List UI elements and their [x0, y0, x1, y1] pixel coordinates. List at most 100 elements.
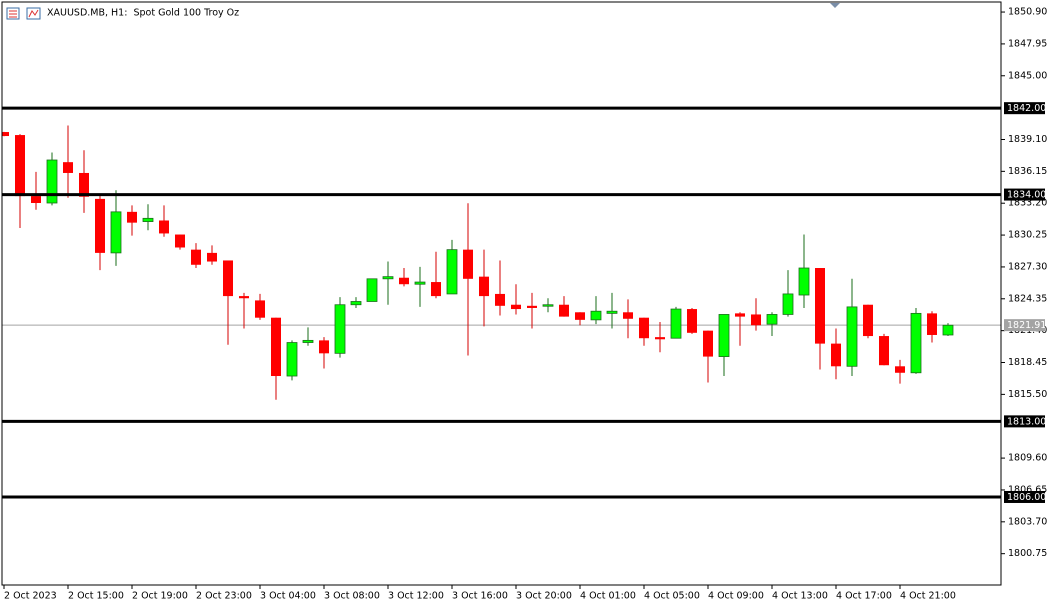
y-tick-label: 1836.15 — [1008, 166, 1047, 177]
level-label-box — [1004, 102, 1045, 115]
x-tick-label: 4 Oct 21:00 — [900, 591, 956, 602]
candle-body — [271, 317, 281, 377]
candle-body — [846, 306, 858, 367]
candle-body — [735, 313, 745, 317]
candle-body — [511, 304, 521, 310]
x-tick-label: 4 Oct 01:00 — [580, 591, 636, 602]
level-label: 1806.00 — [1007, 492, 1046, 503]
y-tick-label: 1818.45 — [1008, 357, 1047, 368]
chart-title: XAUUSD.MB, H1: Spot Gold 100 Troy Oz — [47, 8, 239, 19]
candle-body — [286, 342, 298, 377]
candle-body — [366, 278, 378, 302]
x-tick-label: 2 Oct 19:00 — [132, 591, 188, 602]
y-tick-label: 1803.70 — [1008, 516, 1047, 527]
candle-body — [207, 252, 217, 262]
candle-body — [766, 314, 778, 325]
y-tick-label: 1809.60 — [1008, 453, 1047, 464]
candle-body — [559, 304, 569, 317]
toolbar-icons[interactable] — [6, 7, 41, 20]
candle-body — [575, 312, 585, 320]
candle-body — [175, 234, 185, 248]
y-tick-label: 1845.00 — [1008, 70, 1047, 81]
candle-body — [718, 314, 730, 357]
candle-body — [2, 132, 9, 137]
level-label-box — [1004, 415, 1045, 428]
y-tick-label: 1827.30 — [1008, 261, 1047, 272]
plot-frame — [1, 1, 1002, 586]
candle-body — [350, 301, 362, 306]
shift-marker[interactable] — [830, 3, 840, 8]
candle-body — [302, 339, 314, 343]
x-tick-label: 2 Oct 23:00 — [196, 591, 252, 602]
candle-body — [255, 300, 265, 318]
candle-body — [142, 217, 154, 222]
candle-body — [879, 336, 889, 366]
candle-body — [703, 330, 713, 357]
x-tick-label: 3 Oct 16:00 — [452, 591, 508, 602]
candle-body — [542, 304, 554, 307]
current-price-box — [1004, 319, 1045, 332]
candle-body — [191, 249, 201, 265]
candle-body — [751, 314, 761, 326]
x-tick-label: 4 Oct 09:00 — [708, 591, 764, 602]
y-tick-label: 1800.75 — [1008, 548, 1047, 559]
candle-body — [927, 313, 937, 335]
y-tick-label: 1806.65 — [1008, 484, 1047, 495]
candle-body — [334, 304, 346, 354]
icon-line — [28, 9, 39, 18]
candle-body — [782, 293, 794, 315]
candle-body — [670, 308, 682, 339]
x-tick-label: 3 Oct 20:00 — [516, 591, 572, 602]
x-tick-label: 4 Oct 17:00 — [836, 591, 892, 602]
y-tick-label: 1830.25 — [1008, 230, 1047, 241]
y-tick-label: 1847.95 — [1008, 38, 1047, 49]
candle-body — [623, 312, 633, 319]
candle-body — [527, 305, 537, 308]
candle-body — [639, 317, 649, 339]
x-tick-label: 4 Oct 05:00 — [644, 591, 700, 602]
y-tick-label: 1824.35 — [1008, 293, 1047, 304]
x-tick-label: 2 Oct 2023 — [4, 591, 57, 602]
candle-body — [79, 172, 89, 197]
candle-body — [31, 196, 41, 203]
candle-body — [815, 268, 825, 344]
level-label-box — [1004, 188, 1045, 201]
candle-body — [798, 267, 810, 296]
candle-body — [655, 337, 665, 340]
current-price-label: 1821.91 — [1007, 320, 1046, 331]
plot-area — [2, 125, 1001, 400]
candle-body — [46, 159, 58, 204]
level-label-box — [1004, 490, 1045, 503]
y-tick-label: 1815.50 — [1008, 389, 1047, 400]
x-tick-label: 3 Oct 04:00 — [260, 591, 316, 602]
candle-body — [910, 312, 922, 374]
y-tick-label: 1839.10 — [1008, 134, 1047, 145]
candle-body — [895, 366, 905, 373]
y-tick-label: 1833.20 — [1008, 198, 1047, 209]
candle-body — [495, 293, 505, 306]
candle-body — [463, 249, 473, 279]
candle-body — [95, 198, 105, 253]
x-tick-label: 3 Oct 12:00 — [388, 591, 444, 602]
candle-body — [110, 211, 122, 254]
candle-body — [606, 310, 618, 314]
candle-body — [319, 340, 329, 354]
candle-body — [239, 296, 249, 299]
candle-body — [399, 277, 409, 285]
candle-body — [15, 135, 25, 197]
candle-body — [431, 282, 441, 297]
y-tick-label: 1850.90 — [1008, 7, 1047, 18]
level-label: 1813.00 — [1007, 416, 1046, 427]
candle-body — [687, 309, 697, 333]
level-label: 1834.00 — [1007, 190, 1046, 201]
candle-body — [942, 324, 954, 336]
candle-body — [127, 211, 137, 223]
candle-body — [223, 260, 233, 297]
x-tick-label: 4 Oct 13:00 — [772, 591, 828, 602]
candle-body — [590, 310, 602, 321]
candle-body — [63, 162, 73, 173]
level-label: 1842.00 — [1007, 103, 1046, 114]
x-tick-label: 3 Oct 08:00 — [324, 591, 380, 602]
